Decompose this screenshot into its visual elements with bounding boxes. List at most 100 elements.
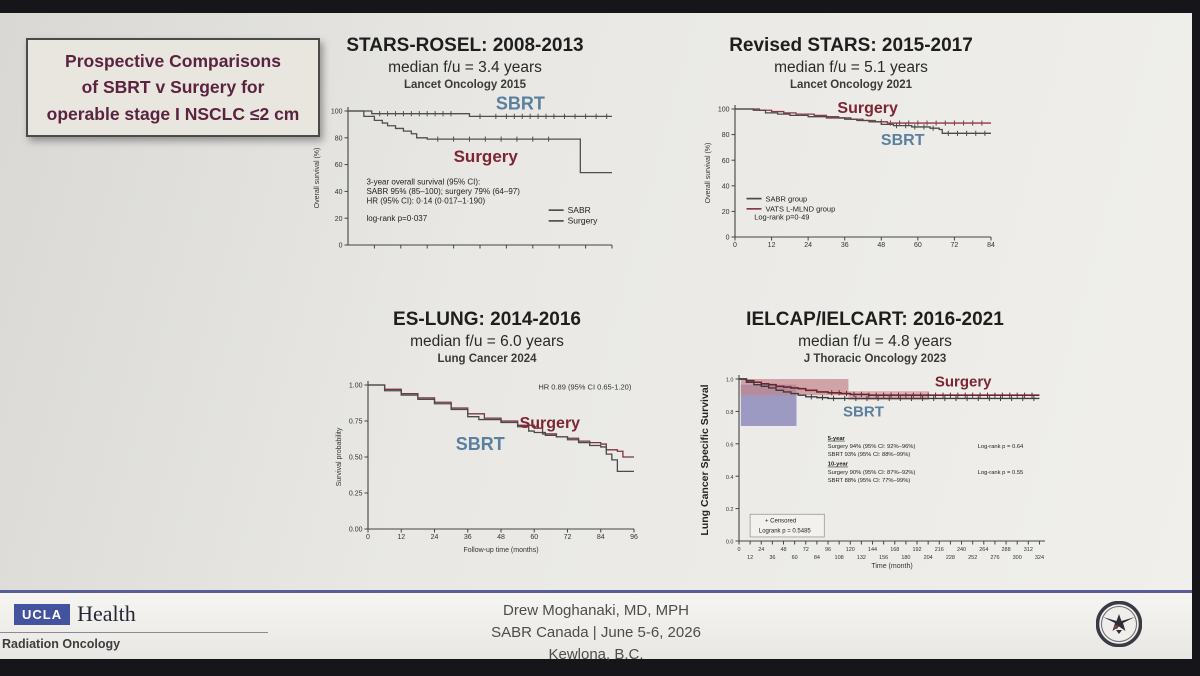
svg-text:72: 72 bbox=[803, 547, 809, 553]
svg-text:180: 180 bbox=[901, 555, 910, 561]
panel-revised-stars: Revised STARS: 2015-2017 median f/u = 5.… bbox=[693, 35, 1009, 260]
svg-text:Overall survival (%): Overall survival (%) bbox=[705, 143, 712, 204]
svg-text:SABR group: SABR group bbox=[766, 194, 808, 203]
svg-text:5-year: 5-year bbox=[828, 436, 846, 442]
panel-source: Lung Cancer 2024 bbox=[437, 353, 537, 365]
svg-text:96: 96 bbox=[825, 547, 831, 553]
panel-subtitle: median f/u = 4.8 years bbox=[798, 333, 952, 350]
svg-text:Surgery: Surgery bbox=[520, 415, 581, 432]
svg-text:240: 240 bbox=[957, 547, 966, 553]
svg-text:48: 48 bbox=[497, 534, 505, 541]
svg-text:24: 24 bbox=[804, 242, 812, 249]
svg-text:0.50: 0.50 bbox=[349, 455, 363, 462]
va-seal-icon bbox=[1096, 601, 1142, 647]
svg-text:SBRT 88% (95% CI: 77%–99%): SBRT 88% (95% CI: 77%–99%) bbox=[828, 478, 911, 484]
svg-text:VATS L-MLND group: VATS L-MLND group bbox=[766, 205, 836, 214]
svg-text:0.4: 0.4 bbox=[726, 475, 734, 481]
svg-text:HR (95% CI): 0·14 (0·017–1·190: HR (95% CI): 0·14 (0·017–1·190) bbox=[366, 196, 485, 205]
svg-text:0: 0 bbox=[737, 547, 740, 553]
svg-text:204: 204 bbox=[924, 555, 933, 561]
svg-text:SBRT: SBRT bbox=[843, 403, 884, 420]
es-lung-km-chart: 0.00 0.25 0.50 0.75 1.00 0 12 24 36 48 60 72 84 96 HR … bbox=[336, 381, 638, 554]
panel-source: J Thoracic Oncology 2023 bbox=[803, 353, 947, 365]
panel-es-lung: ES-LUNG: 2014-2016 median f/u = 6.0 year… bbox=[322, 309, 652, 560]
ucla-health-logo: UCLA Health Radiation Oncology bbox=[0, 601, 268, 651]
svg-text:40: 40 bbox=[722, 183, 730, 190]
svg-text:60: 60 bbox=[914, 242, 922, 249]
svg-text:144: 144 bbox=[868, 547, 877, 553]
svg-text:SBRT: SBRT bbox=[456, 434, 505, 454]
svg-text:Logrank p = 0.5485: Logrank p = 0.5485 bbox=[759, 529, 812, 535]
svg-text:132: 132 bbox=[857, 555, 866, 561]
svg-text:12: 12 bbox=[397, 534, 405, 541]
ucla-logo-divider bbox=[0, 632, 268, 633]
presenter-name: Drew Moghanaki, MD, MPH bbox=[503, 602, 689, 619]
svg-text:36: 36 bbox=[841, 242, 849, 249]
svg-text:12: 12 bbox=[747, 555, 753, 561]
svg-text:3-year overall survival (95% C: 3-year overall survival (95% CI): bbox=[366, 178, 480, 187]
svg-text:Time (month): Time (month) bbox=[871, 563, 912, 570]
svg-text:216: 216 bbox=[935, 547, 944, 553]
svg-text:20: 20 bbox=[335, 216, 343, 223]
svg-text:0.0: 0.0 bbox=[726, 540, 734, 546]
panel-title: ES-LUNG: 2014-2016 bbox=[393, 309, 581, 330]
panel-title: Revised STARS: 2015-2017 bbox=[729, 35, 973, 56]
conference-name-date: SABR Canada | June 5-6, 2026 bbox=[491, 623, 701, 641]
svg-text:48: 48 bbox=[780, 547, 786, 553]
svg-text:0: 0 bbox=[726, 235, 730, 242]
svg-text:60: 60 bbox=[530, 534, 538, 541]
svg-text:0.25: 0.25 bbox=[349, 491, 363, 498]
svg-text:60: 60 bbox=[335, 162, 343, 169]
panel-ielcap-ielcart: IELCAP/IELCART: 2016-2021 median f/u = 4… bbox=[692, 309, 1058, 576]
svg-text:SBRT 93% (95% CI: 88%–99%): SBRT 93% (95% CI: 88%–99%) bbox=[828, 452, 911, 458]
svg-text:80: 80 bbox=[722, 132, 730, 139]
svg-text:1.0: 1.0 bbox=[726, 378, 734, 384]
svg-text:324: 324 bbox=[1035, 555, 1044, 561]
svg-text:0.75: 0.75 bbox=[349, 419, 363, 426]
panel-title: IELCAP/IELCART: 2016-2021 bbox=[746, 309, 1004, 330]
svg-text:0.8: 0.8 bbox=[726, 410, 734, 416]
footer-credit-block: Drew Moghanaki, MD, MPH SABR Canada | Ju… bbox=[491, 600, 701, 665]
svg-text:Surgery: Surgery bbox=[454, 147, 519, 166]
svg-text:0.00: 0.00 bbox=[349, 527, 363, 534]
slide-footer: UCLA Health Radiation Oncology Drew Mogh… bbox=[0, 590, 1192, 663]
svg-text:24: 24 bbox=[758, 547, 764, 553]
svg-text:Surgery: Surgery bbox=[935, 373, 992, 390]
svg-text:0.6: 0.6 bbox=[726, 442, 734, 448]
slide-background: Prospective Comparisons of SBRT v Surger… bbox=[0, 13, 1192, 590]
svg-text:Lung Cancer Specific Survival: Lung Cancer Specific Survival bbox=[699, 384, 711, 535]
svg-text:60: 60 bbox=[792, 555, 798, 561]
slide-title-line-3: operable stage I NSCLC ≤2 cm bbox=[46, 103, 300, 124]
ielcap-km-chart: 0.00.20.40.60.81.00 24 48 72 96 120 144 168 192 2… bbox=[699, 373, 1045, 570]
svg-text:Overall survival (%): Overall survival (%) bbox=[314, 148, 321, 209]
svg-text:24: 24 bbox=[431, 534, 439, 541]
svg-text:252: 252 bbox=[968, 555, 977, 561]
svg-text:Log-rank p = 0.64: Log-rank p = 0.64 bbox=[978, 444, 1024, 450]
svg-text:84: 84 bbox=[987, 242, 995, 249]
ucla-health-wordmark: Health bbox=[77, 601, 136, 626]
svg-text:96: 96 bbox=[630, 534, 638, 541]
slide-title-line-1: Prospective Comparisons bbox=[65, 51, 281, 71]
svg-text:Surgery: Surgery bbox=[837, 100, 898, 117]
svg-text:0: 0 bbox=[366, 534, 370, 541]
svg-text:100: 100 bbox=[718, 107, 730, 114]
svg-text:80: 80 bbox=[335, 135, 343, 142]
svg-text:SABR 95% (85–100); surgery 79%: SABR 95% (85–100); surgery 79% (64–97) bbox=[366, 187, 520, 196]
svg-text:228: 228 bbox=[946, 555, 955, 561]
svg-text:12: 12 bbox=[768, 242, 776, 249]
svg-text:276: 276 bbox=[990, 555, 999, 561]
panel-source: Lancet Oncology 2021 bbox=[789, 79, 913, 91]
svg-text:84: 84 bbox=[597, 534, 605, 541]
svg-text:Log-rank p=0·49: Log-rank p=0·49 bbox=[754, 213, 809, 222]
svg-text:Surgery 94% (95% CI: 92%–96%): Surgery 94% (95% CI: 92%–96%) bbox=[828, 444, 916, 450]
panel-subtitle: median f/u = 6.0 years bbox=[410, 333, 564, 350]
stars-rosel-km-chart: 020406080100SABRSurgerySBRTSurgery3-year… bbox=[314, 95, 613, 250]
svg-text:Follow-up time (months): Follow-up time (months) bbox=[463, 547, 538, 554]
panel-subtitle: median f/u = 3.4 years bbox=[388, 59, 542, 76]
svg-text:+ Censored: + Censored bbox=[765, 518, 796, 524]
svg-text:312: 312 bbox=[1024, 547, 1033, 553]
svg-text:Survival probability: Survival probability bbox=[336, 427, 343, 486]
slide-title-box: Prospective Comparisons of SBRT v Surger… bbox=[26, 38, 320, 137]
svg-text:60: 60 bbox=[722, 158, 730, 165]
svg-text:Log-rank p = 0.55: Log-rank p = 0.55 bbox=[978, 470, 1024, 476]
